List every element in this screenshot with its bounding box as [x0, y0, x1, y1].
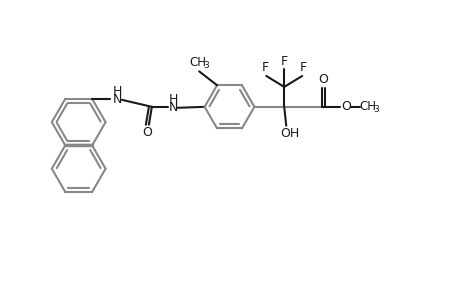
Text: F: F — [280, 55, 287, 68]
Text: N: N — [112, 93, 122, 106]
Text: N: N — [169, 101, 178, 114]
Text: O: O — [142, 126, 151, 139]
Text: F: F — [261, 61, 269, 74]
Text: F: F — [299, 61, 306, 74]
Text: O: O — [318, 74, 328, 86]
Text: H: H — [169, 93, 178, 106]
Text: CH: CH — [189, 56, 206, 69]
Text: 3: 3 — [372, 105, 378, 114]
Text: CH: CH — [358, 100, 375, 113]
Text: 3: 3 — [203, 61, 208, 70]
Text: O: O — [340, 100, 350, 113]
Text: H: H — [112, 85, 122, 98]
Text: OH: OH — [280, 127, 299, 140]
